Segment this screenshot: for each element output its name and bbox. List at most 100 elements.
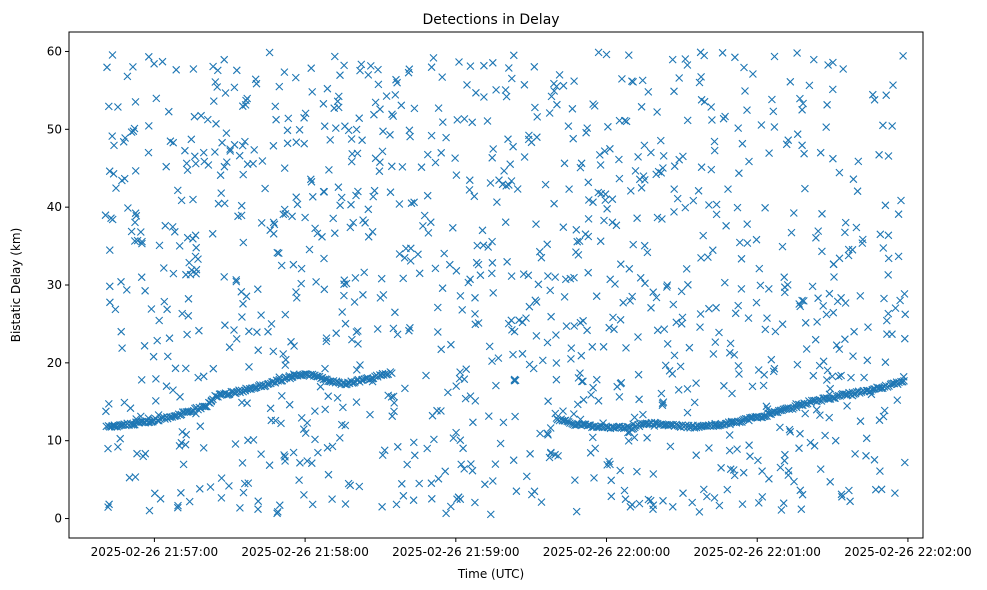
detection-point [597, 189, 606, 198]
detection-point [340, 276, 349, 285]
detection-point [174, 410, 183, 419]
detection-point [761, 325, 770, 334]
detection-point [257, 450, 265, 458]
detection-point [510, 375, 519, 384]
detection-point [433, 303, 442, 312]
detection-point [277, 261, 286, 270]
detection-point [181, 440, 190, 449]
detection-point [489, 289, 498, 297]
detection-point [897, 196, 905, 205]
detection-point [478, 226, 487, 235]
detection-point [519, 270, 528, 278]
detection-point [470, 192, 479, 201]
detection-point [395, 250, 404, 258]
detection-point [534, 280, 543, 289]
detection-point [321, 364, 329, 373]
detection-point [722, 221, 730, 230]
detection-point [679, 489, 687, 498]
detection-point [448, 223, 457, 232]
detection-point [862, 434, 871, 443]
detection-point [710, 137, 719, 146]
detection-point [265, 48, 274, 57]
detection-point [783, 281, 792, 289]
detection-point [543, 429, 552, 438]
detection-point [471, 293, 479, 302]
detection-point [743, 239, 752, 247]
detection-point [171, 364, 180, 373]
detection-point [352, 125, 361, 134]
detection-point [376, 158, 384, 167]
detection-point [793, 49, 801, 57]
detection-point [628, 77, 636, 86]
detection-point [570, 322, 579, 330]
detection-point [843, 391, 852, 399]
detection-point [400, 253, 409, 262]
detection-point [889, 81, 897, 89]
detection-point [104, 444, 112, 453]
detection-point [137, 273, 146, 282]
detection-point [354, 187, 362, 196]
detection-point [553, 100, 561, 109]
detection-point [393, 330, 402, 339]
detection-point [197, 111, 205, 120]
detection-point [341, 319, 350, 328]
detection-point [635, 499, 644, 508]
detection-point [525, 302, 534, 311]
x-tick-label: 2025-02-26 21:59:00 [392, 545, 519, 559]
detection-point [446, 502, 455, 511]
detection-point [620, 116, 629, 125]
detection-point [870, 455, 879, 464]
detection-point [584, 268, 593, 277]
detection-point [628, 500, 636, 509]
detection-point [107, 214, 115, 223]
detection-point [105, 167, 114, 176]
detection-point [220, 162, 229, 171]
detection-point [620, 486, 629, 495]
detection-point [834, 372, 843, 381]
detection-point [529, 364, 538, 373]
detection-point [826, 384, 835, 393]
detection-point [777, 506, 786, 514]
detection-point [156, 494, 165, 503]
detection-point [264, 327, 272, 336]
detection-point [243, 399, 251, 408]
detection-point [546, 424, 555, 432]
detection-point [814, 227, 823, 235]
detection-point [841, 218, 850, 227]
detection-point [699, 231, 708, 240]
detection-point [522, 472, 531, 481]
detection-point [375, 167, 384, 176]
detection-point [484, 412, 493, 420]
detection-point [105, 282, 114, 291]
detection-point [407, 199, 416, 208]
detection-point [122, 286, 131, 294]
detection-point [189, 195, 197, 204]
detection-point [163, 352, 172, 361]
detection-point [480, 61, 488, 70]
detection-point [434, 104, 443, 112]
detection-point [510, 376, 519, 385]
detection-point [330, 52, 339, 61]
detection-point [434, 474, 443, 483]
detection-point [173, 186, 182, 195]
detection-point [615, 174, 624, 183]
detection-point [129, 63, 137, 71]
detection-point [565, 185, 573, 193]
detection-point [584, 196, 593, 204]
detection-point [486, 510, 495, 519]
detection-point [288, 212, 296, 221]
detection-point [292, 193, 301, 202]
detection-point [891, 304, 900, 312]
detection-point [487, 269, 496, 278]
y-tick-label: 40 [47, 200, 62, 214]
detection-point [740, 63, 748, 72]
detection-point [769, 367, 778, 376]
detection-point [311, 407, 319, 415]
detection-point [406, 257, 415, 265]
detection-point [155, 241, 164, 250]
detection-point [415, 269, 424, 278]
detection-point [530, 62, 539, 71]
detection-point [851, 450, 859, 458]
detection-point [266, 226, 275, 235]
detection-point [392, 75, 400, 84]
